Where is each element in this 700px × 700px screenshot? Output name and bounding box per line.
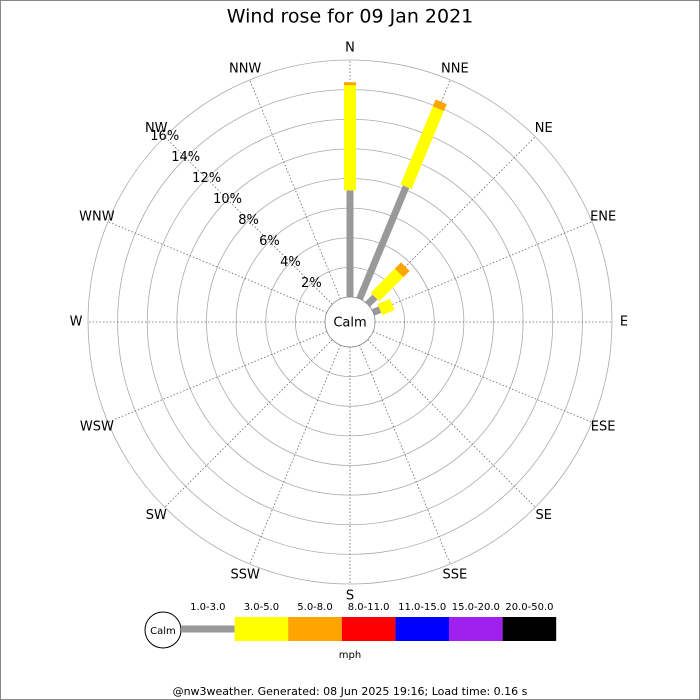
- spoke: [164, 339, 333, 508]
- calm-label: Calm: [333, 316, 366, 331]
- direction-label: WNW: [79, 210, 115, 225]
- direction-label: NE: [535, 121, 553, 136]
- direction-label: SE: [536, 508, 552, 523]
- legend-label: 8.0-11.0: [348, 602, 390, 613]
- direction-label: N: [345, 41, 355, 56]
- legend-swatch: [288, 617, 342, 641]
- direction-label: S: [346, 589, 354, 604]
- bar-segment: [370, 268, 404, 302]
- direction-label: NW: [145, 121, 168, 136]
- direction-label: NNW: [229, 61, 261, 76]
- legend-label: 3.0-5.0: [244, 602, 279, 613]
- r-tick-label: 12%: [192, 171, 221, 186]
- spoke: [107, 331, 328, 423]
- footer: @nw3weather. Generated: 08 Jun 2025 19:1…: [173, 685, 528, 698]
- spoke: [372, 331, 593, 423]
- legend-swatch: [234, 617, 289, 641]
- bar-segment: [394, 262, 410, 278]
- r-tick-label: 6%: [259, 234, 280, 249]
- direction-label: ENE: [590, 210, 616, 225]
- direction-label: SSW: [230, 568, 260, 583]
- direction-label: ESE: [591, 419, 616, 434]
- legend-swatch: [502, 617, 557, 641]
- legend-label: 11.0-15.0: [398, 602, 446, 613]
- legend-label: 5.0-8.0: [297, 602, 332, 613]
- legend-swatch: [341, 617, 396, 641]
- r-tick-label: 14%: [171, 150, 200, 165]
- legend-swatch: [449, 617, 503, 641]
- chart-title: Wind rose for 09 Jan 2021: [227, 6, 474, 28]
- direction-label: W: [70, 315, 83, 330]
- direction-label: SSE: [442, 568, 467, 583]
- r-tick-label: 8%: [238, 213, 259, 228]
- bar-segment: [400, 106, 444, 189]
- legend-label: 15.0-20.0: [452, 602, 500, 613]
- bar-segment: [356, 185, 410, 301]
- calm-circle: [324, 296, 376, 348]
- legend-swatch: [395, 617, 449, 641]
- legend-swatch: [181, 625, 235, 633]
- direction-label: WSW: [80, 419, 114, 434]
- spoke: [107, 221, 328, 313]
- r-tick-label: 2%: [301, 276, 322, 291]
- r-tick-label: 10%: [213, 192, 242, 207]
- spoke: [372, 221, 593, 313]
- legend-calm-label: Calm: [150, 626, 176, 637]
- bar-segment: [371, 306, 382, 316]
- direction-label: NNE: [441, 61, 469, 76]
- unit-label: mph: [339, 650, 361, 661]
- grid-ring: [87, 59, 613, 585]
- direction-label: E: [620, 315, 628, 330]
- legend-label: 20.0-50.0: [505, 602, 553, 613]
- bar-segment: [365, 294, 378, 307]
- spoke: [249, 344, 341, 565]
- spoke: [249, 79, 341, 300]
- legend-label: 1.0-3.0: [190, 602, 225, 613]
- bar-segment: [377, 298, 395, 316]
- spoke: [359, 344, 451, 565]
- bar-segment: [432, 99, 447, 111]
- direction-label: SW: [146, 508, 167, 523]
- spoke: [164, 136, 333, 305]
- r-tick-label: 16%: [150, 129, 179, 144]
- spoke: [367, 339, 536, 508]
- r-tick-label: 4%: [280, 255, 301, 270]
